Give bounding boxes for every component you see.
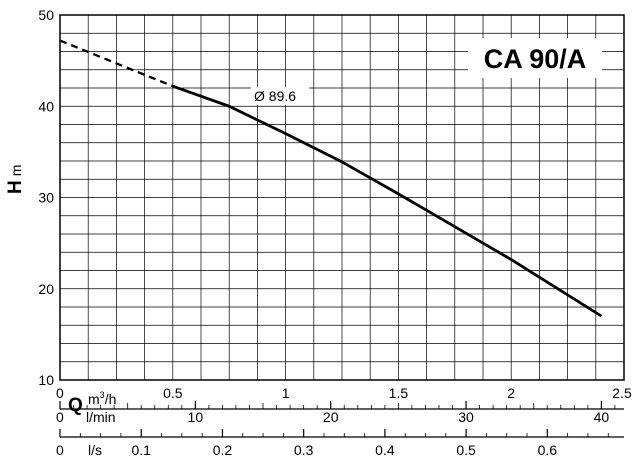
y-tick-label: 10: [38, 372, 54, 388]
plot-frame: [59, 14, 625, 381]
y-axis-label: Hm: [5, 165, 26, 194]
x-axis-label: Q: [68, 395, 83, 416]
x-tick-label: 2: [507, 385, 515, 401]
secondary-tick-label: 0.1: [131, 442, 151, 458]
series-label-bg: [251, 86, 310, 105]
secondary-axis-zero-label: 0: [56, 442, 64, 458]
secondary-tick-label: 40: [594, 409, 610, 425]
secondary-tick-label: 0.4: [375, 442, 395, 458]
secondary-axis-zero-label: 0: [56, 409, 64, 425]
secondary-tick-label: 30: [458, 409, 474, 425]
curve-extrapolated: [59, 39, 174, 88]
y-tick-label: 40: [38, 98, 54, 114]
x-tick-label: 1.5: [389, 385, 409, 401]
title-box: [468, 38, 602, 78]
x-tick-label: 0.5: [163, 385, 183, 401]
grid-lines: [60, 15, 624, 380]
x-tick-label: 2.5: [612, 385, 632, 401]
y-tick-label: 30: [38, 190, 54, 206]
secondary-tick-label: 0.6: [538, 442, 558, 458]
x-tick-label: 0: [56, 385, 64, 401]
series-label: Ø 89.6: [254, 88, 296, 104]
x-axis-unit: m3/h: [88, 390, 116, 407]
secondary-axis-unit: l/s: [88, 442, 102, 458]
secondary-tick-label: 20: [323, 409, 339, 425]
secondary-tick-label: 0.3: [294, 442, 314, 458]
y-tick-label: 20: [38, 281, 54, 297]
secondary-tick-label: 10: [188, 409, 204, 425]
chart-title: CA 90/A: [484, 44, 587, 74]
secondary-tick-label: 0.2: [213, 442, 233, 458]
secondary-tick-label: 0.5: [456, 442, 476, 458]
y-tick-label: 50: [38, 7, 54, 23]
curve-impeller-89-6: [172, 84, 603, 318]
secondary-axis-unit: l/min: [86, 409, 116, 425]
x-tick-label: 1: [282, 385, 290, 401]
